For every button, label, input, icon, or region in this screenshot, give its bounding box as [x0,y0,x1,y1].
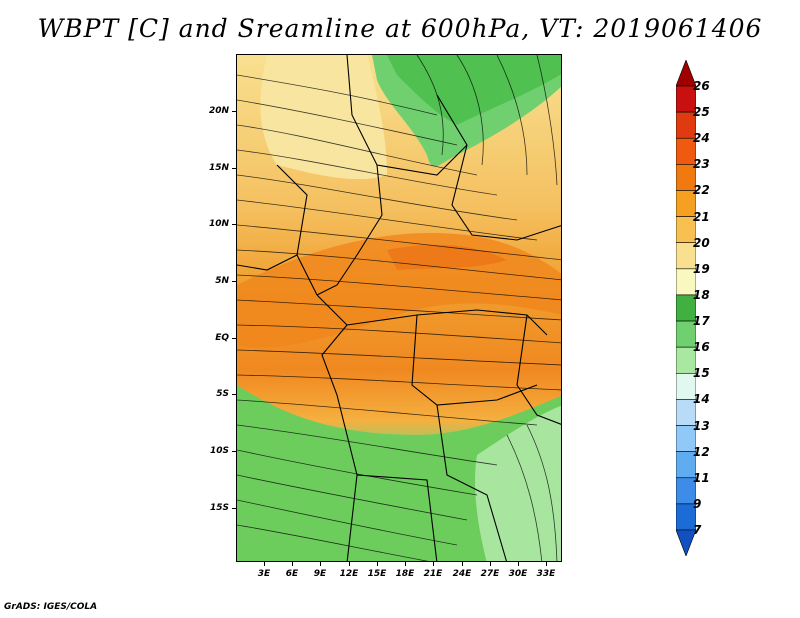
lat-tick [232,394,236,395]
lon-tick [462,562,463,566]
lon-tick [546,562,547,566]
colorbar-level-label: 18 [693,287,710,302]
colorbar-level-label: 20 [693,235,710,250]
lon-tick [490,562,491,566]
colorbar-level-label: 21 [693,209,710,224]
plot-title: WBPT [C] and Sreamline at 600hPa, VT: 20… [37,14,763,43]
colorbar-level-label: 15 [693,366,710,381]
lon-label: 27E [480,569,500,579]
lon-tick [320,562,321,566]
colorbar-level-label: 22 [693,183,710,198]
lon-label: 18E [395,569,415,579]
colorbar-level-label: 16 [693,340,710,355]
lat-label: 10N [208,219,229,229]
lon-tick [349,562,350,566]
lon-tick [264,562,265,566]
colorbar-level-label: 9 [693,496,702,511]
lat-label: EQ [215,333,229,343]
lat-label: 5S [216,389,229,399]
lat-tick [232,111,236,112]
colorbar-level-label: 12 [693,444,710,459]
lat-tick [232,338,236,339]
colorbar-level-label: 7 [693,523,702,537]
lon-tick [518,562,519,566]
lon-label: 21E [423,569,443,579]
lon-tick [405,562,406,566]
colorbar-level-label: 11 [693,470,710,485]
lon-label: 12E [339,569,359,579]
lat-label: 15S [209,503,229,513]
lat-tick [232,508,236,509]
wbpt-field [237,55,561,561]
colorbar [676,60,696,556]
lat-label: 10S [209,446,229,456]
lat-tick [232,224,236,225]
colorbar-apex-bottom [676,529,696,556]
colorbar-level-label: 25 [693,105,710,120]
lat-label: 20N [208,106,229,116]
colorbar-level-label: 23 [693,157,710,172]
lon-label: 9E [313,569,327,579]
colorbar-level-label: 24 [693,131,710,146]
lon-tick [433,562,434,566]
grads-credit: GrADS: IGES/COLA [4,602,98,612]
lat-tick [232,168,236,169]
lon-label: 6E [285,569,299,579]
lon-label: 3E [257,569,271,579]
colorbar-level-label: 14 [693,392,710,407]
map-panel [236,54,562,562]
lat-label: 15N [208,163,229,173]
colorbar-level-label: 26 [693,79,710,93]
lon-label: 33E [536,569,556,579]
lon-label: 30E [508,569,528,579]
lon-tick [377,562,378,566]
colorbar-level-label: 17 [693,314,710,329]
lon-tick [292,562,293,566]
lat-tick [232,451,236,452]
colorbar-level-label: 19 [693,261,710,276]
lon-label: 24E [452,569,472,579]
colorbar-level-label: 13 [693,418,710,433]
lat-tick [232,281,236,282]
lat-label: 5N [215,276,229,286]
lon-label: 15E [367,569,387,579]
